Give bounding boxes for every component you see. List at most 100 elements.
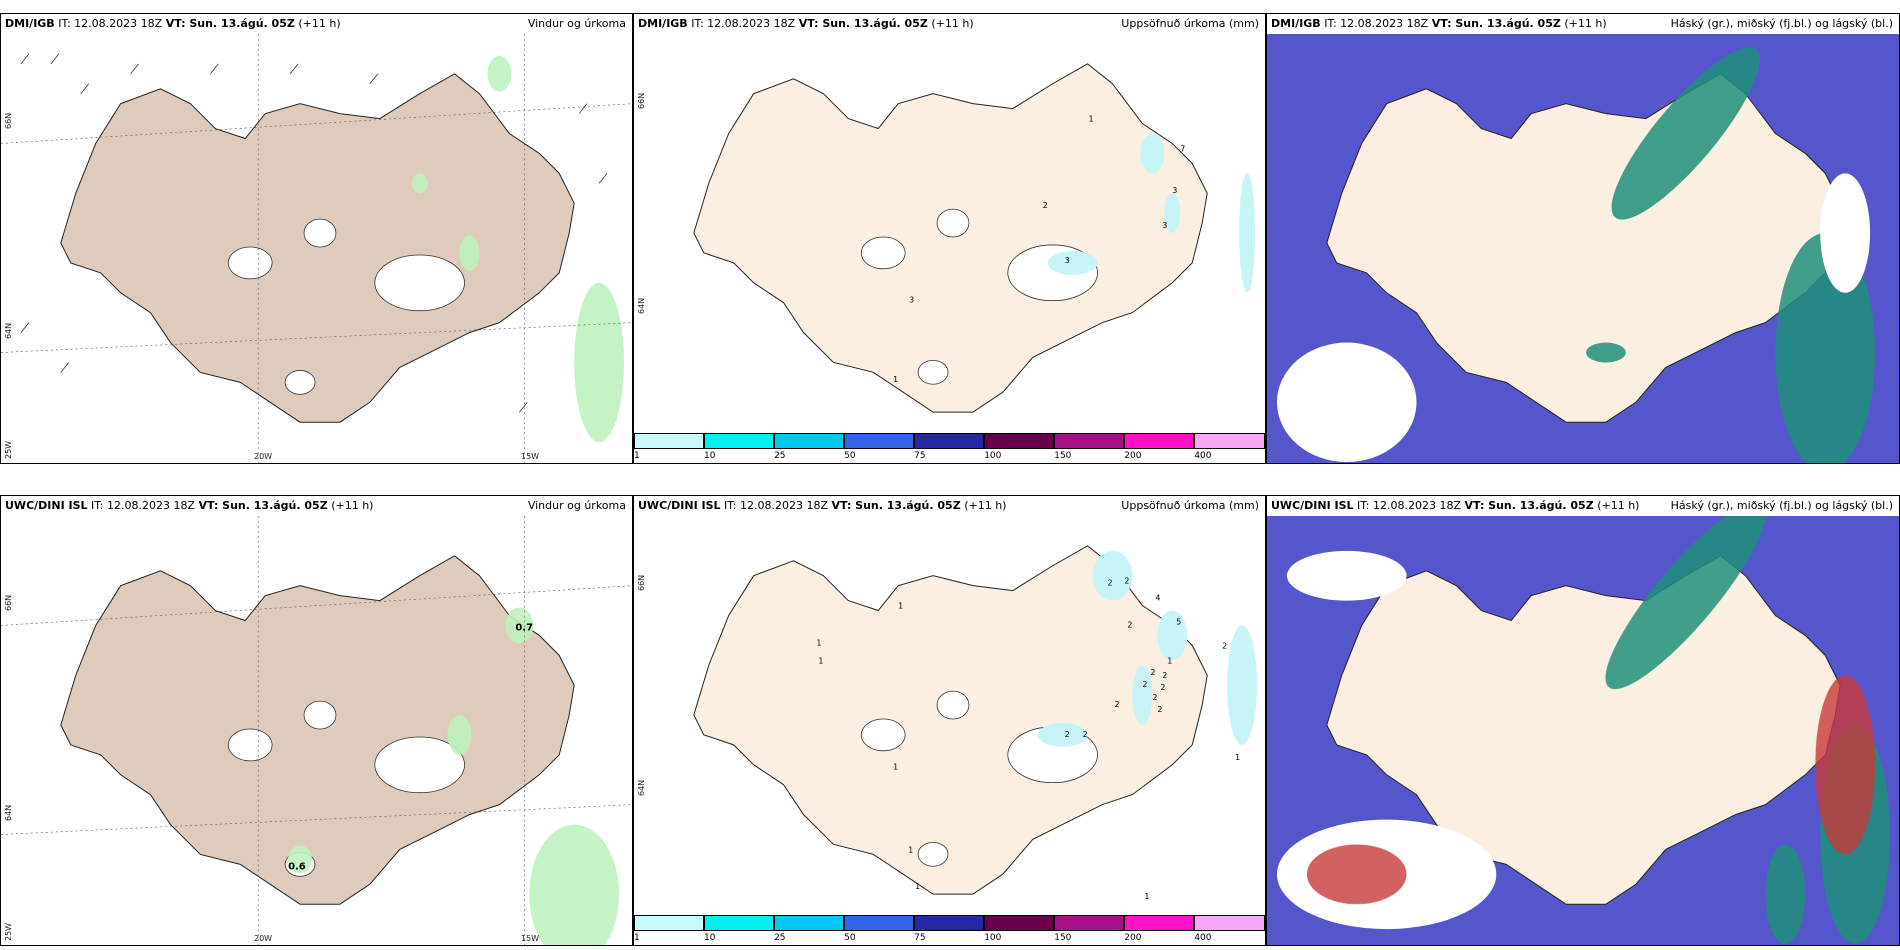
map-svg: 1 7 3 2 3 3 3 1 xyxy=(634,34,1265,433)
it-label: IT: xyxy=(1324,17,1337,30)
colorbar-swatch xyxy=(704,915,775,931)
it-value: 12.08.2023 18Z xyxy=(707,17,796,30)
precip-label: 2 xyxy=(1157,705,1162,714)
lead-time: (+11 h) xyxy=(331,499,374,512)
precip-label: 2 xyxy=(1114,700,1119,709)
colorbar-label: 25 xyxy=(774,933,786,943)
lon-label-15w: 15W xyxy=(521,452,540,461)
precip-label: 2 xyxy=(1222,641,1227,650)
colorbar-swatch xyxy=(984,433,1055,449)
colorbar-swatch xyxy=(914,433,985,449)
panel-header: UWC/DINI ISL IT: 12.08.2023 18Z VT: Sun.… xyxy=(634,496,1265,516)
colorbar-label: 50 xyxy=(844,451,856,461)
graticule xyxy=(1,34,632,463)
map-area xyxy=(1267,516,1899,945)
precip-label: 1 xyxy=(818,656,823,665)
precip-green xyxy=(288,607,620,945)
colorbar-swatch xyxy=(914,915,985,931)
cloud-low xyxy=(1306,675,1876,905)
lat-label-64n: 64N xyxy=(637,779,646,796)
panel-dmi-wind: DMI/IGB IT: 12.08.2023 18Z VT: Sun. 13.á… xyxy=(0,13,633,464)
precip-label: 2 xyxy=(1142,680,1147,689)
precip-label: 3 xyxy=(1162,221,1167,230)
panel-uwc-wind: UWC/DINI ISL IT: 12.08.2023 18Z VT: Sun.… xyxy=(0,495,633,946)
lat-label-64n: 64N xyxy=(637,297,646,314)
precip-label: 3 xyxy=(1172,186,1177,195)
precip-label: 1 xyxy=(816,638,821,647)
lat-label-64n: 64N xyxy=(4,804,13,821)
colorbar-swatch xyxy=(984,915,1055,931)
graticule xyxy=(1,516,632,945)
precip-label: 1 xyxy=(1167,656,1172,665)
panel-header: UWC/DINI ISL IT: 12.08.2023 18Z VT: Sun.… xyxy=(1,496,632,516)
precip-label: 3 xyxy=(1065,256,1070,265)
iceland-landmass xyxy=(60,555,575,905)
colorbar-label: 400 xyxy=(1194,451,1212,461)
it-value: 12.08.2023 18Z xyxy=(107,499,196,512)
precip-label: 2 xyxy=(1150,668,1155,677)
colorbar-swatch xyxy=(1194,915,1265,931)
colorbar-swatch xyxy=(774,433,845,449)
precip-label: 4 xyxy=(1155,594,1160,603)
precip-label: 1 xyxy=(915,882,920,891)
lat-label-66n: 66N xyxy=(637,92,646,109)
lead-time: (+11 h) xyxy=(1597,499,1640,512)
panel-title: Háský (gr.), miðský (fj.bl.) og lágský (… xyxy=(1670,499,1893,512)
precip-label: 1 xyxy=(898,602,903,611)
lead-time: (+11 h) xyxy=(964,499,1007,512)
ice-caps xyxy=(227,700,465,877)
colorbar-label: 400 xyxy=(1194,933,1212,943)
colorbar-label: 1 xyxy=(634,451,640,461)
precip-label: 7 xyxy=(1180,144,1185,153)
it-value: 12.08.2023 18Z xyxy=(1340,17,1429,30)
panel-title: Uppsöfnuð úrkoma (mm) xyxy=(1121,499,1259,512)
map-svg: 0.7 0.6 xyxy=(1,516,632,945)
precip-label: 2 xyxy=(1083,730,1088,739)
colorbar-swatch xyxy=(774,915,845,931)
panel-uwc-clouds: UWC/DINI ISL IT: 12.08.2023 18Z VT: Sun.… xyxy=(1266,495,1900,946)
map-area: 0.7 0.6 20W 15W 66N 64N 25W xyxy=(1,516,632,945)
model-name: UWC/DINI ISL xyxy=(5,499,88,512)
map-area: 2 2 4 2 5 2 1 1 1 1 2 2 2 2 2 2 2 1 1 1 xyxy=(634,516,1265,915)
precip-label: 2 xyxy=(1107,579,1112,588)
wind-value: 0.7 xyxy=(515,622,533,633)
precip-cyan xyxy=(1037,550,1258,747)
colorbar-label: 1 xyxy=(634,933,640,943)
map-area: 1 7 3 2 3 3 3 1 xyxy=(634,34,1265,433)
lead-time: (+11 h) xyxy=(931,17,974,30)
map-svg: 2 2 4 2 5 2 1 1 1 1 2 2 2 2 2 2 2 1 1 1 xyxy=(634,516,1265,915)
precip-label: 2 xyxy=(1065,730,1070,739)
panel-title: Vindur og úrkoma xyxy=(527,499,626,512)
precip-labels: 2 2 4 2 5 2 1 1 1 1 2 2 2 2 2 2 2 1 1 1 xyxy=(816,577,1240,901)
vt-label: VT: Sun. 13.ágú. 05Z xyxy=(198,499,328,512)
it-label: IT: xyxy=(724,499,737,512)
iceland-landmass xyxy=(693,545,1208,895)
panel-dmi-clouds: DMI/IGB IT: 12.08.2023 18Z VT: Sun. 13.á… xyxy=(1266,13,1900,464)
precip-label: 1 xyxy=(908,845,913,854)
it-label: IT: xyxy=(1357,499,1370,512)
vt-label: VT: Sun. 13.ágú. 05Z xyxy=(165,17,295,30)
precip-cyan xyxy=(1047,133,1256,293)
wind-values: 0.7 0.6 xyxy=(288,622,533,872)
colorbar-swatch xyxy=(634,433,705,449)
cloud-white xyxy=(1276,173,1871,463)
colorbar-swatch xyxy=(844,915,915,931)
panel-title: Vindur og úrkoma xyxy=(527,17,626,30)
it-label: IT: xyxy=(58,17,71,30)
colorbar-swatch xyxy=(704,433,775,449)
precip-label: 2 xyxy=(1127,620,1132,629)
precip-label: 3 xyxy=(909,296,914,305)
vt-label: VT: Sun. 13.ágú. 05Z xyxy=(1431,17,1561,30)
iceland-landmass xyxy=(693,63,1208,413)
colorbar-swatch xyxy=(1194,433,1265,449)
model-name: UWC/DINI ISL xyxy=(1271,499,1354,512)
wind-barbs xyxy=(20,53,608,413)
vt-label: VT: Sun. 13.ágú. 05Z xyxy=(831,499,961,512)
colorbar-label: 25 xyxy=(774,451,786,461)
map-svg xyxy=(1,34,632,463)
precip-label: 1 xyxy=(1144,892,1149,901)
lat-label-66n: 66N xyxy=(4,594,13,611)
lon-label-20w: 20W xyxy=(254,452,273,461)
colorbar-swatch xyxy=(634,915,705,931)
colorbar-swatch xyxy=(1124,433,1195,449)
